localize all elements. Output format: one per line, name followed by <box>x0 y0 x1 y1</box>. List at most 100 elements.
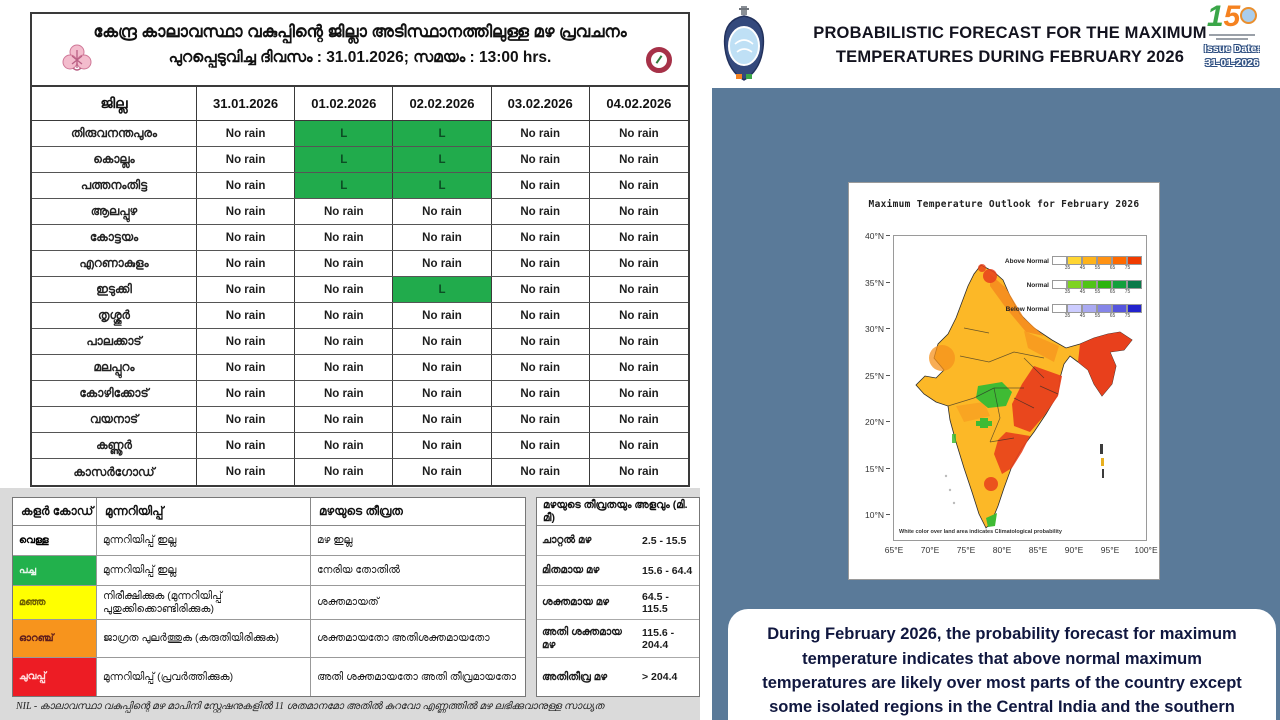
color-swatch: ചുവപ്പ് <box>13 658 97 696</box>
intensity-text: അതി ശക്തമായതോ അതി തീവ്രമായതോ <box>317 670 517 683</box>
map-legend-ticks: 35 45 55 65 75 <box>1060 265 1142 271</box>
column-header: 31.01.2026 <box>197 87 296 120</box>
forecast-cell: No rain <box>393 381 492 406</box>
y-tick-label: 15°N <box>865 464 890 474</box>
table-title-block: കേന്ദ്ര കാലാവസ്ഥാ വകുപ്പിന്റെ ജില്ലാ അടി… <box>32 14 688 87</box>
legend-tick: 45 <box>1079 265 1086 271</box>
forecast-cell: No rain <box>492 459 590 485</box>
forecast-cell: No rain <box>619 335 659 348</box>
blue-content-panel: Maximum Temperature Outlook for February… <box>712 88 1280 720</box>
x-tick-label: 70°E <box>920 545 940 555</box>
legend-color-segment <box>1067 304 1082 313</box>
forecast-cell: No rain <box>393 433 492 458</box>
map-legend-label: Above Normal <box>1004 258 1049 265</box>
amount-label: മിതമായ മഴ <box>542 564 600 576</box>
tick-dash <box>886 421 890 423</box>
color-swatch: ഓറഞ്ച് <box>13 620 97 657</box>
forecast-cell: No rain <box>295 459 394 485</box>
forecast-cell: No rain <box>619 179 659 192</box>
table-row: എറണാകുളം No rain No rain No rain No rain No r… <box>32 251 688 277</box>
district-name: കോഴിക്കോട് <box>32 381 197 406</box>
forecast-cell: No rain <box>197 147 296 172</box>
x-tick-label: 80°E <box>992 545 1012 555</box>
y-tick-label: 40°N <box>865 231 890 241</box>
table-row: പാലക്കാട് No rain No rain No rain No rain No … <box>32 329 688 355</box>
legend-color-segment <box>1097 280 1112 289</box>
forecast-cell: No rain <box>619 309 659 322</box>
forecast-cell: No rain <box>197 251 296 276</box>
forecast-cell: L <box>393 277 492 302</box>
tick-dash <box>886 235 890 236</box>
color-swatch: വെള്ള <box>13 526 97 555</box>
forecast-cell: No rain <box>197 225 296 250</box>
forecast-cell: No rain <box>619 257 659 270</box>
map-legend-label: Normal <box>1026 282 1049 289</box>
forecast-cell: No rain <box>619 231 659 244</box>
district-name: കൊല്ലം <box>32 147 197 172</box>
legend-color-segment <box>1082 304 1097 313</box>
x-tick-label: 75°E <box>956 545 976 555</box>
district-name: തൃശ്ശൂർ <box>32 303 197 328</box>
column-header: 01.02.2026 <box>295 87 394 120</box>
intensity-text: നേരിയ തോതിൽ <box>317 564 400 577</box>
y-tick-label: 20°N <box>865 417 890 427</box>
forecast-cell: No rain <box>295 251 394 276</box>
forecast-cell: No rain <box>197 199 296 224</box>
map-legend-bar <box>1052 256 1142 265</box>
amount-row: അതിതീവ്ര മഴ > 204.4 <box>537 658 699 696</box>
amount-row: അതി ശക്തമായ മഴ 115.6 - 204.4 <box>537 620 699 658</box>
intensity-text: ശക്തമായതോ അതിശക്തമായതോ <box>317 632 490 645</box>
district-name: കണ്ണൂർ <box>32 433 197 458</box>
forecast-cell: No rain <box>197 121 296 146</box>
legend-row: ഓറഞ്ച് ജാഗ്രത പുലർത്തുക (കരുതിയിരിക്കുക) ശ… <box>13 620 525 658</box>
table-row: കാസർഗോഡ് No rain No rain No rain No rain No r… <box>32 459 688 485</box>
warning-text: ജാഗ്രത പുലർത്തുക (കരുതിയിരിക്കുക) <box>97 620 311 657</box>
x-tick-label: 85°E <box>1028 545 1048 555</box>
legend-color-segment <box>1067 280 1082 289</box>
forecast-cell: No rain <box>393 251 492 276</box>
district-forecast-table: കേന്ദ്ര കാലാവസ്ഥാ വകുപ്പിന്റെ ജില്ലാ അടി… <box>30 12 690 487</box>
color-swatch: പച്ച <box>13 556 97 585</box>
legend-section: കളർ കോഡ് മുന്നറിയിപ്പ് മഴയുടെ തീവ്രത വെള്ള… <box>12 497 700 697</box>
imd-150-logo: 15 Issue Date: 31-01-2026 <box>1196 2 1268 70</box>
amount-range: 2.5 - 15.5 <box>642 534 687 547</box>
rain-forecast-panel: കേന്ദ്ര കാലാവസ്ഥാ വകുപ്പിന്റെ ജില്ലാ അടി… <box>0 0 700 720</box>
issue-date-value: 31-01-2026 <box>1205 56 1259 69</box>
forecast-cell: No rain <box>492 121 590 146</box>
map-legend-bar-wrap: 35 45 55 65 75 <box>1052 304 1142 319</box>
tick-dash <box>886 328 890 330</box>
map-title: Maximum Temperature Outlook for February… <box>868 199 1140 210</box>
district-table-header: ജില്ല 31.01.2026 01.02.2026 02.02.2026 03.02… <box>32 87 688 121</box>
forecast-cell: No rain <box>393 459 492 485</box>
panel-title: PROBABILISTIC FORECAST FOR THE MAXIMUM T… <box>813 24 1207 66</box>
amount-range: 15.6 - 64.4 <box>642 564 693 577</box>
forecast-cell: No rain <box>295 381 394 406</box>
color-swatch: മഞ്ഞ <box>13 586 97 619</box>
column-header: 03.02.2026 <box>492 87 590 120</box>
forecast-cell: L <box>295 121 394 146</box>
forecast-cell: L <box>393 147 492 172</box>
district-name: മലപ്പുറം <box>32 355 197 380</box>
forecast-cell: No rain <box>295 433 394 458</box>
amount-label: ചാറ്റൽ മഴ <box>542 534 592 546</box>
map-legend-ticks: 35 45 55 65 75 <box>1060 313 1142 319</box>
map-footnote: White color over land area indicates Cli… <box>899 529 1062 535</box>
table-row: മലപ്പുറം No rain No rain No rain No rain No r… <box>32 355 688 381</box>
amount-row: മിതമായ മഴ 15.6 - 64.4 <box>537 556 699 586</box>
forecast-cell: No rain <box>393 407 492 432</box>
table-row: ആലപ്പുഴ No rain No rain No rain No rain No ra… <box>32 199 688 225</box>
x-tick-label: 65°E <box>884 545 904 555</box>
legend-color-segment <box>1082 256 1097 265</box>
legend-row: ചുവപ്പ് മുന്നറിയിപ്പ് (പ്രവർത്തിക്കുക) അതി… <box>13 658 525 696</box>
forecast-cell: No rain <box>393 199 492 224</box>
legend-color-segment <box>1052 304 1067 313</box>
forecast-cell: No rain <box>393 329 492 354</box>
intensity-text: മഴ ഇല്ല <box>317 534 353 547</box>
legend-row: മഞ്ഞ നിരീക്ഷിക്കുക (മുന്നറിയിപ്പ് പുതുക്ക… <box>13 586 525 620</box>
forecast-cell: No rain <box>492 277 590 302</box>
forecast-cell: No rain <box>619 127 659 140</box>
x-tick-label: 90°E <box>1064 545 1084 555</box>
forecast-cell: No rain <box>295 225 394 250</box>
legend-tick: 45 <box>1079 289 1086 295</box>
